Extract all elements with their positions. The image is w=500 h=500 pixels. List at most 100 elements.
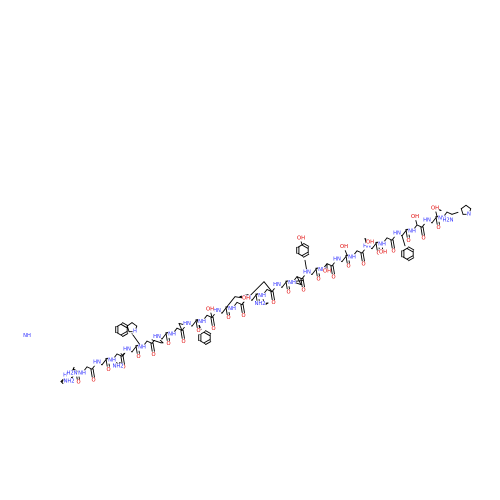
phe2-ring-bond [408,257,415,262]
atom-label-backing [271,300,276,307]
atom-label-backing [241,295,251,302]
backbone-bond [176,327,183,331]
amide-nitrogen: NH [108,358,116,364]
atom-label-backing [211,325,216,333]
tyr-oh-bond [300,240,303,245]
carbonyl-bond [272,291,276,301]
amide-nitrogen: NH [198,319,206,325]
carbonyl-oxygen: O [421,236,425,242]
amide-nitrogen: HN [273,282,281,288]
tyr-ring-bond [297,243,304,248]
backbone-bond [416,224,423,228]
carbonyl-oxygen: O [181,339,185,345]
carbonyl-bond [122,355,126,366]
trp-benzene-bond [120,324,128,329]
tyr-ring-bond [303,253,310,258]
carbonyl-bond [422,226,426,237]
carbonyl-oxygen: O [346,264,350,270]
amide-nitrogen: NH [378,241,386,247]
atom-label-backing [286,289,291,296]
amide-nitrogen: HN [123,347,131,353]
tyr-ring-bond [302,251,309,256]
arginine-imine: NH [23,333,31,339]
atom-label-backing [301,287,306,294]
atom-label-backing [322,268,332,275]
atom-label-backing [136,353,141,361]
carbonyl-oxygen: O [241,313,245,319]
carbonyl-oxygen: O [316,277,320,283]
his-imidazole-bond [465,204,472,210]
carbonyl-bond [390,239,393,250]
serine-1-terminal: OH [323,269,331,275]
atom-label-backing [77,370,87,377]
amide-nitrogen: NH [228,306,236,312]
backbone-bond [86,366,93,370]
phe2-bond [401,235,406,247]
atom-label-backing [406,237,411,244]
glutamate-2-terminal: OH [242,296,250,302]
atom-label-backing [152,333,162,340]
c-terminal-amide-terminal: NH2 [63,379,74,385]
trp-pyrrole-bond [126,325,130,333]
threonine-2-terminal: OH [411,214,419,220]
atom-label-backing [377,241,387,248]
carbonyl-bond [270,291,273,302]
trp-benzene-bond [120,331,128,336]
lactam-bridge-bond [226,296,236,308]
phe1-ring-bond [205,330,212,335]
atom-label-backing [212,307,222,315]
atom-label-backing [137,344,147,351]
carbonyl-oxygen: O [106,367,110,373]
trp-pyrrole-bond [126,322,133,327]
atom-label-backing [436,224,441,232]
tyrosine-hydroxyl: OH [297,235,305,241]
atom-label-backing [272,282,282,289]
carbonyl-oxygen: O [211,326,215,332]
carbonyl-oxygen: O [271,300,275,306]
carbonyl-oxygen: O [166,341,170,347]
atom-label-backing [226,315,231,322]
isoleucine-branch-bond [178,322,183,331]
atom-label-backing [196,327,201,335]
carbonyl-bond [212,316,216,327]
atom-label-backing [167,331,177,338]
atom-label-backing [466,211,472,218]
glutamate-1-terminal: OH [206,307,214,313]
atom-label-backing [442,217,454,224]
amide-nitrogen: HN [393,231,401,237]
atom-label-backing [63,378,75,385]
amide-nitrogen: HN [333,256,341,262]
carbonyl-bond [182,329,186,340]
his-imidazole-bond [460,204,467,210]
valine-branch-bond [120,353,124,357]
backbone-bond [326,263,333,267]
carbonyl-bond [360,252,363,263]
his-imidazole-heteroatom: N [467,211,471,217]
trp-pyrrole-heteroatom: H [133,329,137,335]
atom-label-backing [332,256,342,263]
carbonyl-bond [195,319,198,330]
carbonyl-bond [225,306,228,317]
his-bond [451,211,459,215]
amide-nitrogen: NH [138,345,146,351]
carbonyl-bond [435,216,438,227]
backbone-bond [116,353,123,357]
atom-label-backing [254,300,266,308]
glutamine-amide-terminal: NH2 [254,301,265,307]
atom-label-backing [347,254,357,261]
atom-label-backing [257,292,267,300]
phe2-ring-bond [402,256,409,261]
carbonyl-oxygen: O [361,262,365,268]
atom-label-backing [22,332,32,340]
c-terminal-amide-bond [60,381,64,384]
carbonyl-oxygen: O [76,380,80,386]
amide-nitrogen: NH [438,216,446,222]
arginine-guanidine-terminal: H2N [66,370,77,376]
carbonyl-bond [285,280,288,291]
amide-nitrogen: HN [213,308,221,314]
aspartate-acid-terminal: OH [366,240,374,246]
carbonyl-bond [150,343,153,353]
his-imidazole-bond [460,208,464,215]
backbone-bond [356,250,363,254]
